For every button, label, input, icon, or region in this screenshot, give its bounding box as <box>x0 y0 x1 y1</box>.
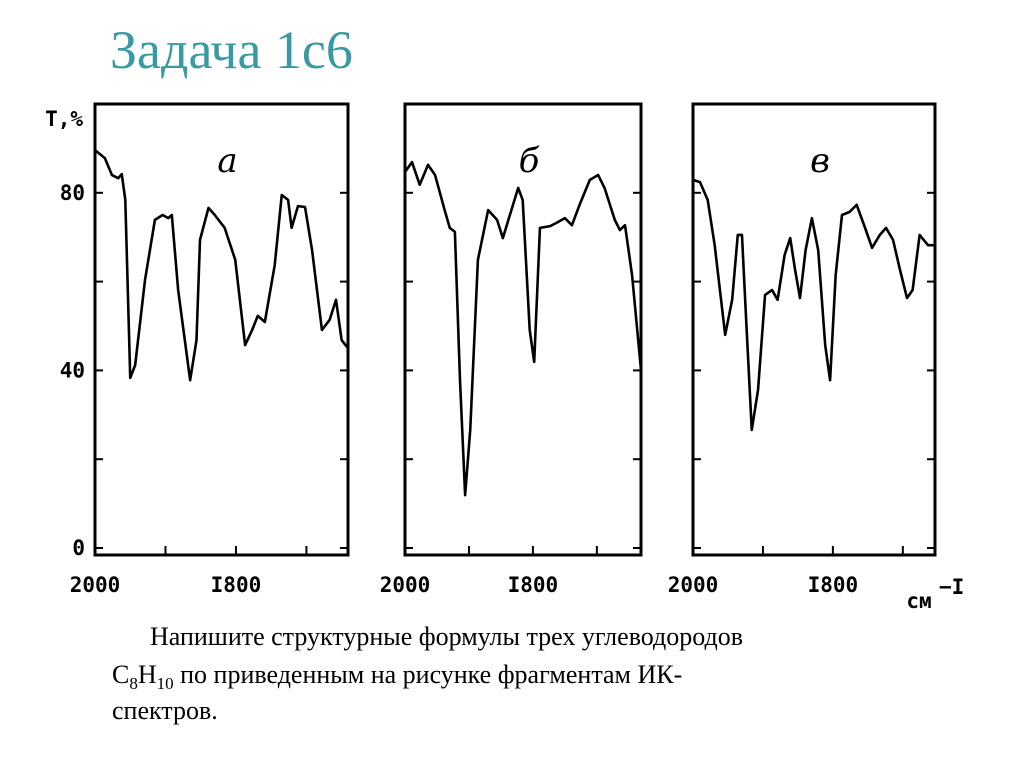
slide-title: Задача 1с6 <box>110 20 353 80</box>
y-tick-label: 80 <box>60 181 85 205</box>
y-axis-label: T,% <box>45 107 83 131</box>
plot-frame <box>691 102 937 557</box>
formula: C <box>112 660 129 689</box>
task-line: C8H10 по приведенным на рисунке фрагмент… <box>112 660 682 693</box>
plot-frame <box>93 102 350 557</box>
x-tick-label: 2000 <box>380 573 431 597</box>
x-tick-label: 2000 <box>668 573 719 597</box>
panel-label: а <box>217 141 237 181</box>
x-axis-label: см <box>906 589 931 613</box>
panel-label: в <box>810 141 830 181</box>
plot-frame <box>403 102 643 557</box>
x-axis-label-exponent: −I <box>939 575 964 599</box>
x-tick-label: I800 <box>211 573 262 597</box>
task-text: по приведенным на рисунке фрагментам ИК- <box>174 660 683 689</box>
formula-sub: 10 <box>157 674 174 693</box>
x-tick-label: 2000 <box>70 573 121 597</box>
y-tick-label: 0 <box>72 536 85 560</box>
task-line: спектров. <box>112 696 218 725</box>
y-tick-label: 40 <box>60 358 85 382</box>
x-tick-label: I800 <box>508 573 559 597</box>
spectrum-line <box>94 149 350 382</box>
x-tick-label: I800 <box>808 573 859 597</box>
spectrum-line <box>692 178 935 432</box>
spectrum-line <box>403 160 643 497</box>
task-line: Напишите структурные формулы трех углево… <box>150 622 743 651</box>
formula: H <box>138 660 157 689</box>
panel-label: б <box>519 141 540 181</box>
formula-sub: 8 <box>129 674 138 693</box>
